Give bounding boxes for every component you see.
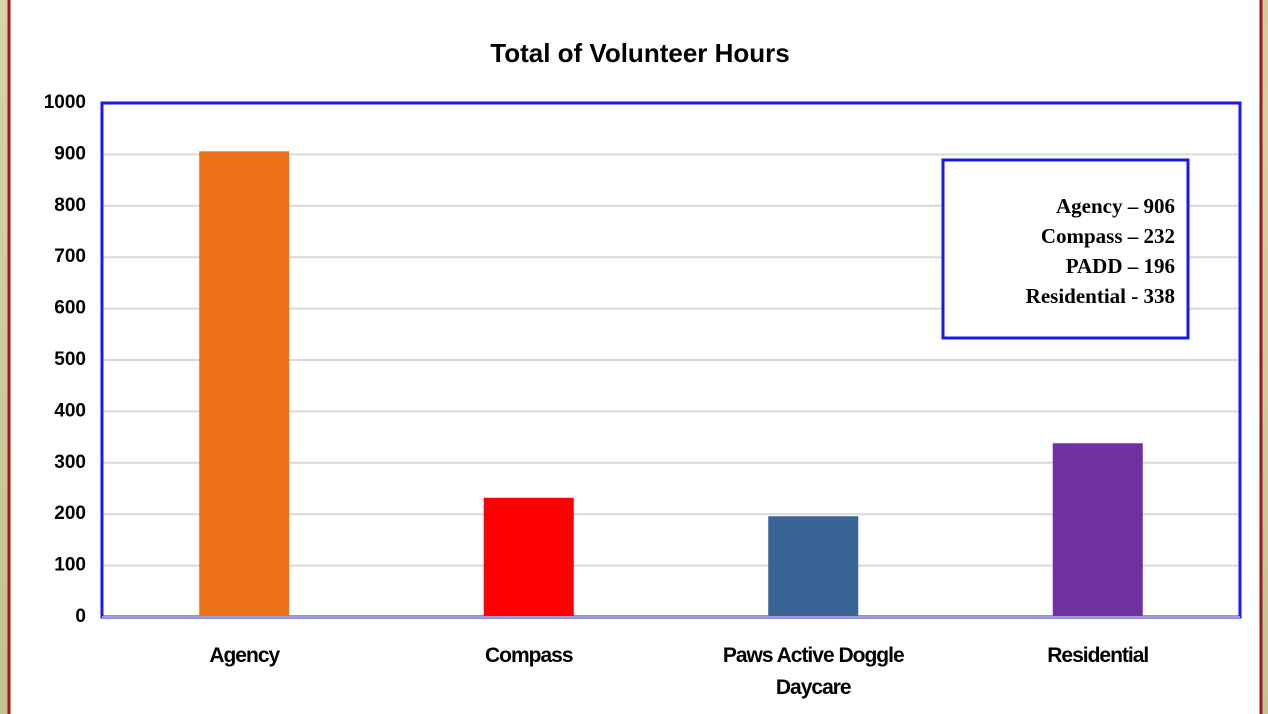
annotation-box [941, 158, 1190, 340]
y-tick-label: 700 [54, 246, 86, 267]
bar [199, 151, 290, 618]
y-tick-label: 800 [54, 195, 86, 216]
x-tick-label: Compass [484, 644, 574, 667]
x-tick-label: Agency [209, 644, 280, 667]
y-tick-label: 400 [54, 400, 86, 421]
annotation: PADD – 196 [1066, 254, 1175, 278]
annotation: Compass – 232 [1041, 224, 1175, 248]
y-tick-label: 200 [54, 503, 86, 524]
y-tick-label: 1000 [44, 92, 86, 113]
y-tick-label: 600 [54, 298, 86, 319]
bar [768, 516, 859, 617]
bar [1052, 443, 1143, 617]
annotation: Agency – 906 [1056, 194, 1175, 218]
y-tick-label: 900 [54, 143, 86, 164]
y-tick-label: 0 [75, 606, 86, 627]
x-tick-label: Residential [1047, 644, 1149, 667]
chart-title: Total of Volunteer Hours [490, 38, 789, 68]
y-tick-label: 500 [54, 349, 86, 370]
x-tick-label: Paws Active Doggle Daycare [722, 644, 905, 699]
y-tick-label: 100 [54, 555, 86, 576]
y-tick-label: 300 [54, 452, 86, 473]
annotation: Residential - 338 [1026, 284, 1175, 308]
bar [483, 497, 574, 617]
